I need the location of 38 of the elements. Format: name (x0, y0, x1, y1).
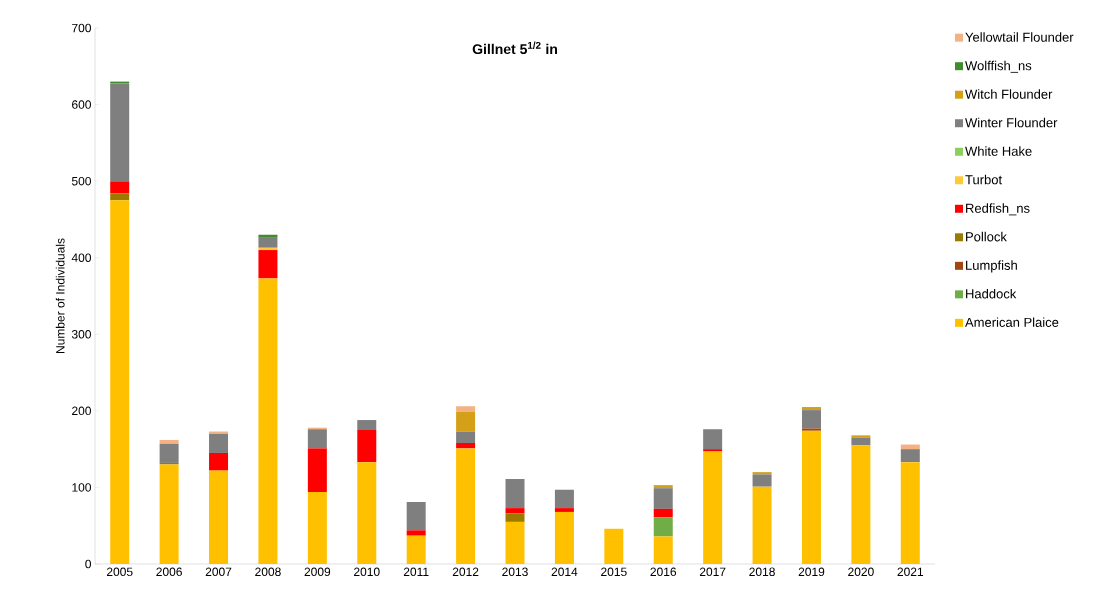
legend-label: Yellowtail Flounder (965, 32, 1074, 42)
x-tick-label: 2014 (551, 567, 578, 577)
x-tick-label: 2011 (403, 567, 429, 577)
x-tick-label: 2012 (452, 567, 479, 577)
x-tick-label: 2009 (304, 567, 331, 577)
legend-label: Haddock (966, 288, 1017, 299)
y-tick-label: 200 (72, 406, 91, 416)
text: Gillnet 5$^{1/2}$ in (472, 41, 557, 55)
y-tick-label: 500 (71, 176, 91, 186)
legend-label: American Plaice (965, 317, 1059, 327)
legend-label: Lumpfish (966, 260, 1017, 273)
x-tick-label: 2018 (749, 567, 775, 577)
legend-label: Wolffish_ns (965, 60, 1032, 73)
x-tick-label: 2005 (106, 567, 133, 577)
y-tick-label: 0 (85, 559, 92, 569)
y-axis-title: Number of Individuals (55, 238, 65, 354)
x-tick-label: 2015 (601, 567, 627, 577)
x-tick-label: 2017 (699, 567, 726, 577)
x-tick-label: 2008 (255, 567, 281, 577)
x-tick-label: 2020 (848, 567, 874, 577)
y-tick-label: 300 (71, 330, 91, 339)
x-tick-label: 2016 (650, 567, 677, 577)
y-tick-label: 600 (72, 100, 91, 109)
x-tick-label: 2013 (502, 567, 528, 577)
legend-label: Redfish_ns (966, 203, 1030, 216)
y-tick-label: 100 (72, 483, 91, 492)
x-tick-label: 2019 (798, 567, 825, 577)
x-tick-label: 2007 (205, 567, 232, 577)
x-tick-label: 2010 (354, 567, 380, 577)
x-tick-label: 2006 (156, 567, 182, 577)
legend-label: Witch Flounder (965, 89, 1053, 99)
y-tick-label: 700 (72, 23, 91, 33)
legend-label: Turbot (965, 174, 1002, 185)
legend-label: Winter Flounder (965, 117, 1058, 128)
legend-label: White Hake (965, 146, 1032, 156)
legend-label: Pollock (966, 231, 1007, 242)
x-tick-label: 2021 (897, 567, 924, 577)
y-tick-label: 400 (71, 253, 91, 262)
